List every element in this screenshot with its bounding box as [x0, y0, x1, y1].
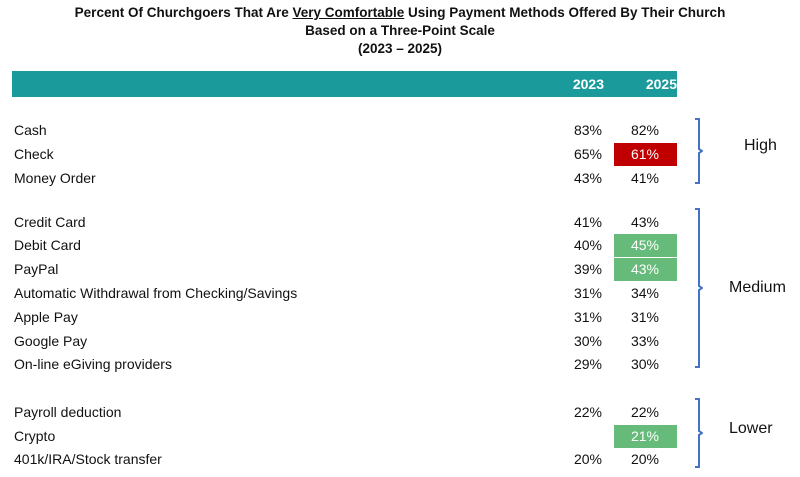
title-line-2: Based on a Three-Point Scale [305, 23, 495, 38]
chart-title: Percent Of Churchgoers That Are Very Com… [0, 4, 800, 58]
title-line-3: (2023 – 2025) [357, 41, 443, 56]
row-label: Crypto [14, 428, 56, 444]
highlight-cell [614, 143, 677, 166]
value-2025: 30% [630, 356, 659, 372]
value-2023: 40% [573, 237, 602, 253]
row-label: PayPal [14, 261, 59, 277]
group-bracket [695, 398, 703, 468]
value-2023: 30% [573, 333, 602, 349]
group-label: Lower [729, 420, 773, 437]
value-2023: 31% [573, 309, 602, 325]
row-label: Apple Pay [14, 309, 78, 325]
value-2025: 22% [630, 404, 659, 420]
row-label: Money Order [14, 170, 96, 186]
value-2025: 31% [630, 309, 659, 325]
value-2023: 65% [573, 146, 602, 162]
value-2025: 45% [630, 237, 659, 253]
value-2023: 31% [573, 285, 602, 301]
column-header-2023: 2023 [572, 76, 604, 92]
group-label: Medium [729, 279, 786, 296]
group-bracket [695, 118, 703, 184]
row-label: Credit Card [14, 214, 86, 230]
value-2023: 22% [573, 404, 602, 420]
highlight-cell [614, 258, 677, 281]
value-2025: 43% [630, 214, 659, 230]
row-label: Payroll deduction [14, 404, 122, 420]
group-label: High [744, 137, 777, 154]
group-bracket [695, 208, 703, 368]
value-2023: 29% [573, 356, 602, 372]
title-part: Percent Of Churchgoers That Are [74, 5, 293, 20]
row-label: Cash [14, 122, 47, 138]
row-label: Automatic Withdrawal from Checking/Savin… [14, 285, 298, 301]
value-2025: 61% [630, 146, 659, 162]
value-2023: 20% [573, 451, 602, 467]
value-2025: 43% [630, 261, 659, 277]
value-2025: 20% [630, 451, 659, 467]
value-2025: 41% [630, 170, 659, 186]
highlight-cell [614, 234, 677, 257]
value-2025: 33% [630, 333, 659, 349]
value-2025: 34% [630, 285, 659, 301]
row-label: Google Pay [14, 333, 88, 349]
value-2023: 83% [573, 122, 602, 138]
column-header-2025: 2025 [645, 76, 677, 92]
row-label: Check [14, 146, 54, 162]
title-part: Using Payment Methods Offered By Their C… [404, 5, 726, 20]
value-2023: 41% [573, 214, 602, 230]
value-2023 [552, 425, 602, 447]
value-2025: 21% [630, 428, 659, 444]
value-2023: 39% [573, 261, 602, 277]
row-label: 401k/IRA/Stock transfer [14, 451, 162, 467]
value-2025: 82% [630, 122, 659, 138]
title-emphasis: Very Comfortable [292, 5, 405, 20]
row-label: Debit Card [14, 237, 81, 253]
value-2023: 43% [573, 170, 602, 186]
row-label: On-line eGiving providers [14, 356, 172, 372]
title-line-1: Percent Of Churchgoers That Are Very Com… [0, 4, 800, 22]
table-header-bar [12, 71, 677, 97]
highlight-cell [614, 425, 677, 448]
